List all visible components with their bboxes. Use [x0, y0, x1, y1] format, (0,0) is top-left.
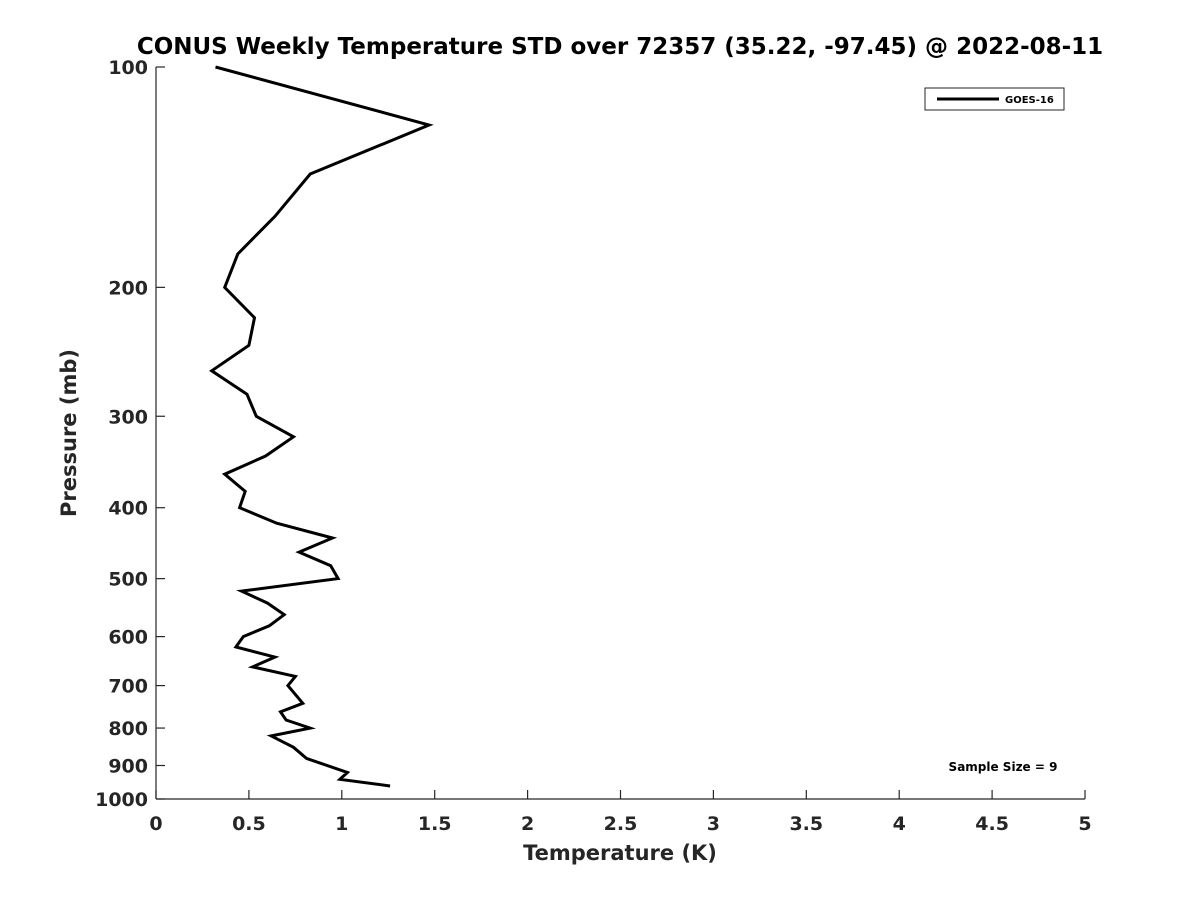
x-tick-label: 4 [893, 813, 906, 835]
x-tick-label: 3.5 [789, 813, 823, 835]
x-tick-label: 0.5 [232, 813, 266, 835]
chart-title: CONUS Weekly Temperature STD over 72357 … [137, 34, 1103, 60]
axes [156, 67, 1085, 799]
legend: GOES-16 [925, 88, 1064, 110]
y-tick-label: 700 [108, 676, 148, 698]
x-tick-label: 4.5 [975, 813, 1009, 835]
x-tick-label: 1.5 [418, 813, 452, 835]
x-tick-label: 5 [1078, 813, 1091, 835]
y-tick-label: 200 [108, 277, 148, 299]
x-axis-label: Temperature (K) [523, 841, 717, 865]
sample-size-annotation: Sample Size = 9 [949, 760, 1058, 774]
legend-label: GOES-16 [1005, 95, 1054, 106]
x-tick-label: 1 [335, 813, 348, 835]
y-tick-label: 900 [108, 756, 148, 778]
y-tick-label: 500 [108, 569, 148, 591]
y-tick-label: 800 [108, 718, 148, 740]
y-axis-label: Pressure (mb) [57, 349, 81, 517]
y-tick-label: 300 [108, 406, 148, 428]
series-line-goes-16 [212, 67, 429, 786]
y-tick-label: 400 [108, 498, 148, 520]
x-tick-label: 0 [149, 813, 162, 835]
y-tick-label: 100 [108, 57, 148, 79]
x-tick-label: 2.5 [604, 813, 638, 835]
y-tick-label: 600 [108, 627, 148, 649]
x-tick-label: 3 [707, 813, 720, 835]
x-tick-label: 2 [521, 813, 534, 835]
y-tick-label: 1000 [95, 789, 148, 811]
